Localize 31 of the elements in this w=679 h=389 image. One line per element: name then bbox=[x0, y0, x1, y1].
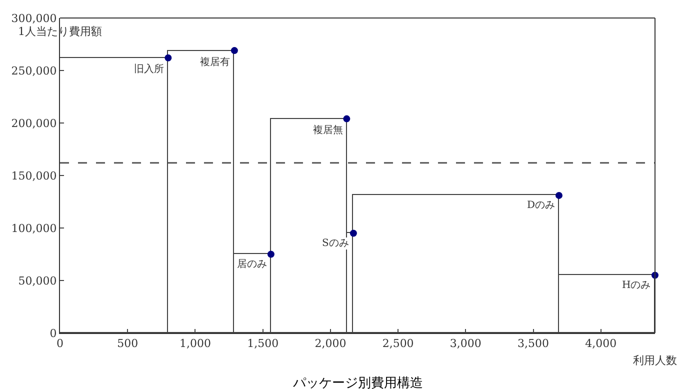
annotation: 複居無 bbox=[313, 124, 343, 136]
point bbox=[350, 230, 357, 237]
x-axis-title: 利用人数 bbox=[633, 354, 677, 367]
point bbox=[267, 250, 274, 258]
annotation: Dのみ bbox=[527, 200, 556, 211]
annotation: Sのみ bbox=[322, 238, 349, 249]
x-tick-label: 1,500 bbox=[247, 337, 279, 350]
y-axis-title: 1人当たり費用額 bbox=[18, 25, 102, 38]
x-tick-label: 1,000 bbox=[179, 337, 211, 350]
point bbox=[230, 47, 238, 54]
x-tick-label: 500 bbox=[117, 337, 138, 350]
x-tick-label: 2,500 bbox=[382, 337, 414, 350]
x-tick-label: 3,500 bbox=[518, 337, 550, 350]
y-tick-label: 300,000 bbox=[11, 12, 57, 25]
y-tick-label: 0 bbox=[50, 326, 57, 340]
point bbox=[555, 192, 562, 199]
y-tick-label: 200,000 bbox=[11, 116, 57, 130]
y-tick-label: 250,000 bbox=[11, 64, 57, 78]
x-tick-label: 2,000 bbox=[314, 337, 346, 350]
annotation: 複居有 bbox=[200, 56, 230, 68]
y-tick-label: 150,000 bbox=[11, 169, 57, 182]
point bbox=[164, 54, 172, 62]
y-tick-label: 100,000 bbox=[11, 222, 57, 235]
point bbox=[343, 115, 350, 122]
annotation: 居のみ bbox=[237, 259, 267, 270]
annotation: Hのみ bbox=[622, 280, 651, 291]
text: パッケージ別費用構造 bbox=[292, 376, 423, 389]
x-tick-label: 3,000 bbox=[450, 337, 482, 350]
annotation: 旧入所 bbox=[134, 63, 164, 75]
x-tick-label: 4,000 bbox=[585, 337, 617, 350]
y-tick-label: 50,000 bbox=[18, 274, 57, 288]
